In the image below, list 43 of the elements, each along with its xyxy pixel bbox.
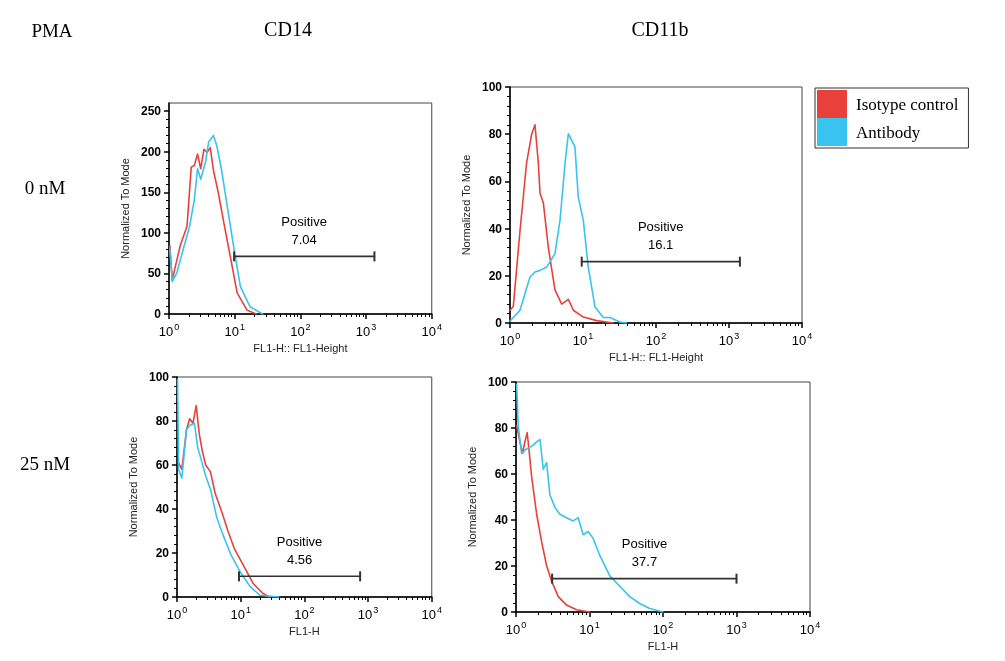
- y-tick-label: 40: [494, 513, 509, 527]
- y-tick-label: 100: [481, 80, 503, 94]
- y-tick-label: 0: [162, 590, 170, 604]
- y-tick-label: 100: [148, 370, 170, 384]
- y-tick-label: 80: [488, 127, 503, 142]
- y-tick-label: 200: [140, 144, 162, 159]
- y-tick-label: 60: [155, 458, 170, 472]
- x-axis-title: FL1-H: [289, 625, 320, 638]
- y-tick-label: 50: [147, 266, 162, 281]
- y-axis-title: Normalized To Mode: [465, 446, 478, 548]
- annotation: Positive 7.04: [281, 213, 327, 247]
- x-axis-title: FL1-H: [647, 640, 679, 653]
- x-axis-title: FL1-H:: FL1-Height: [253, 342, 348, 355]
- text: 0 nM: [24, 176, 66, 198]
- y-tick-label: 250: [140, 104, 162, 119]
- y-tick-label: 40: [155, 502, 170, 516]
- x-axis-title: FL1-H:: FL1-Height: [608, 351, 704, 364]
- text: PMA: [31, 19, 73, 41]
- annotation: Positive 16.1: [637, 219, 684, 253]
- y-tick-label: 20: [488, 268, 503, 283]
- y-tick-label: 20: [494, 559, 509, 573]
- y-tick-label: 0: [495, 316, 503, 330]
- y-tick-label: 0: [501, 605, 509, 619]
- y-axis-title: Normalized To Mode: [126, 436, 139, 538]
- y-tick-label: 150: [140, 185, 162, 200]
- y-tick-label: 60: [494, 467, 509, 481]
- y-axis-title: Normalized To Mode: [118, 158, 131, 259]
- annotation: Positive 37.7: [621, 536, 668, 570]
- y-tick-label: 100: [487, 375, 509, 389]
- y-tick-label: 60: [488, 174, 503, 189]
- y-tick-label: 80: [494, 421, 509, 435]
- annotation: Positive 4.56: [276, 533, 323, 567]
- chart-title: CD14: [264, 18, 312, 40]
- text: 25 nM: [19, 452, 71, 474]
- y-tick-label: 20: [155, 546, 170, 560]
- legend-label: Isotype control: [856, 94, 959, 114]
- legend-label: Antibody: [856, 122, 921, 142]
- y-tick-label: 40: [488, 221, 503, 236]
- y-axis-title: Normalized To Mode: [459, 154, 472, 256]
- chart-title: CD11b: [631, 18, 689, 40]
- y-tick-label: 80: [155, 414, 170, 428]
- y-tick-label: 0: [154, 307, 162, 321]
- y-tick-label: 100: [140, 225, 162, 240]
